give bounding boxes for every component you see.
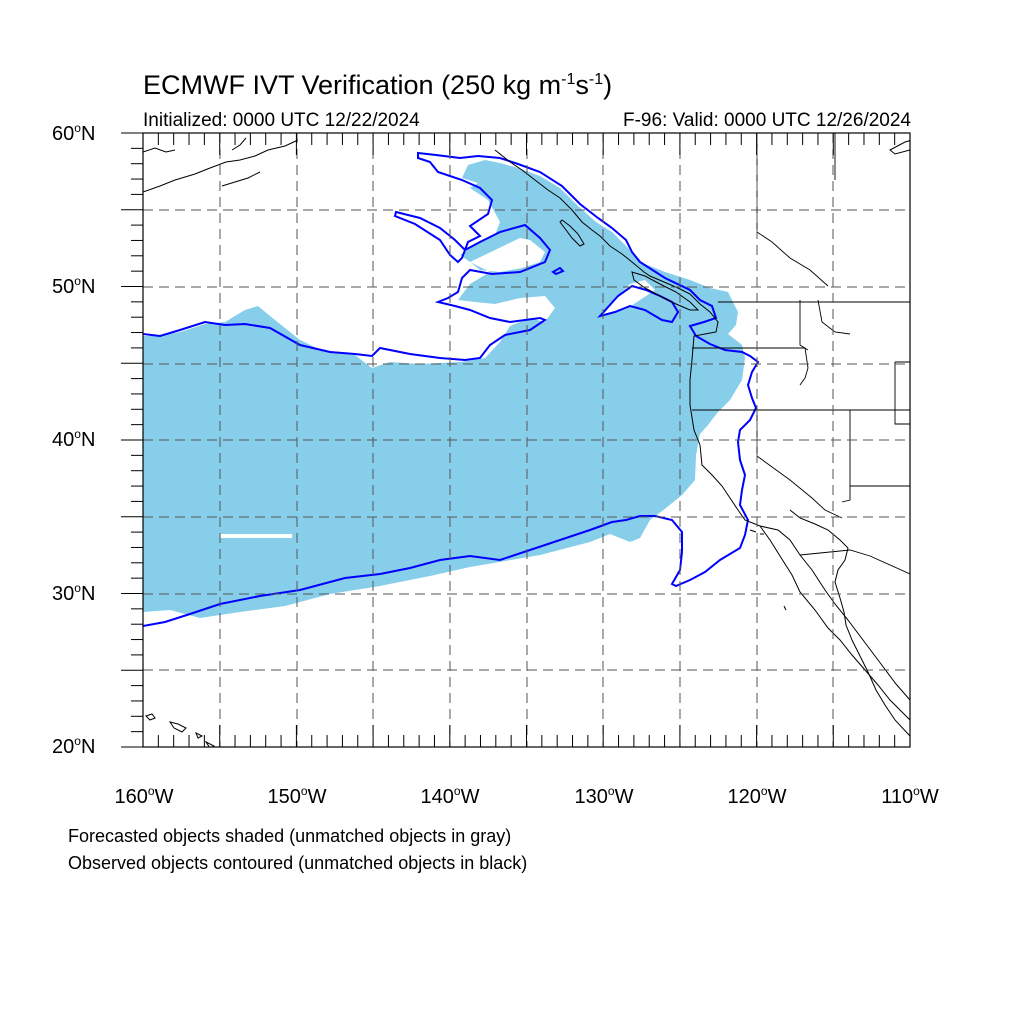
- lon-label-160w: 160oW: [114, 784, 174, 808]
- coastlines: [143, 137, 910, 747]
- title-text-end: ): [603, 70, 613, 100]
- alaska-coastline: [143, 137, 299, 193]
- grid-lines: [143, 133, 910, 747]
- lat-label-30n: 30oN: [52, 581, 96, 605]
- lat-label-20n: 20oN: [52, 734, 96, 758]
- init-time-label: Initialized: 0000 UTC 12/22/2024: [143, 110, 420, 131]
- title-text-s: s: [575, 70, 589, 100]
- hawaii-outline: [145, 713, 216, 747]
- lat-label-60n: 60oN: [52, 121, 96, 145]
- legend-note-observed: Observed objects contoured (unmatched ob…: [68, 853, 528, 873]
- title-superscript-1: -1: [561, 71, 576, 88]
- chart-title: ECMWF IVT Verification (250 kg m-1s-1): [143, 70, 612, 101]
- lon-label-110w: 110oW: [881, 784, 939, 808]
- channel-islands-outline: [749, 529, 787, 611]
- lon-label-130w: 130oW: [574, 784, 634, 808]
- lat-label-40n: 40oN: [52, 427, 96, 451]
- lon-label-150w: 150oW: [267, 784, 327, 808]
- observed-ivt-small-contour: [551, 266, 565, 276]
- legend-note-forecast: Forecasted objects shaded (unmatched obj…: [68, 826, 512, 846]
- title-superscript-2: -1: [588, 71, 604, 88]
- valid-time-label: F-96: Valid: 0000 UTC 12/26/2024: [623, 110, 911, 131]
- haida-gwaii-outline: [559, 219, 585, 247]
- lon-label-120w: 120oW: [727, 784, 787, 808]
- lon-label-140w: 140oW: [420, 784, 480, 808]
- observed-ivt-inner-contour: [597, 284, 680, 324]
- axis-ticks: [121, 132, 911, 748]
- forecast-ivt-object: [143, 160, 745, 618]
- lat-label-50n: 50oN: [52, 274, 96, 298]
- title-text: ECMWF IVT Verification (250 kg m: [143, 70, 562, 100]
- baja-coastline: [759, 525, 910, 721]
